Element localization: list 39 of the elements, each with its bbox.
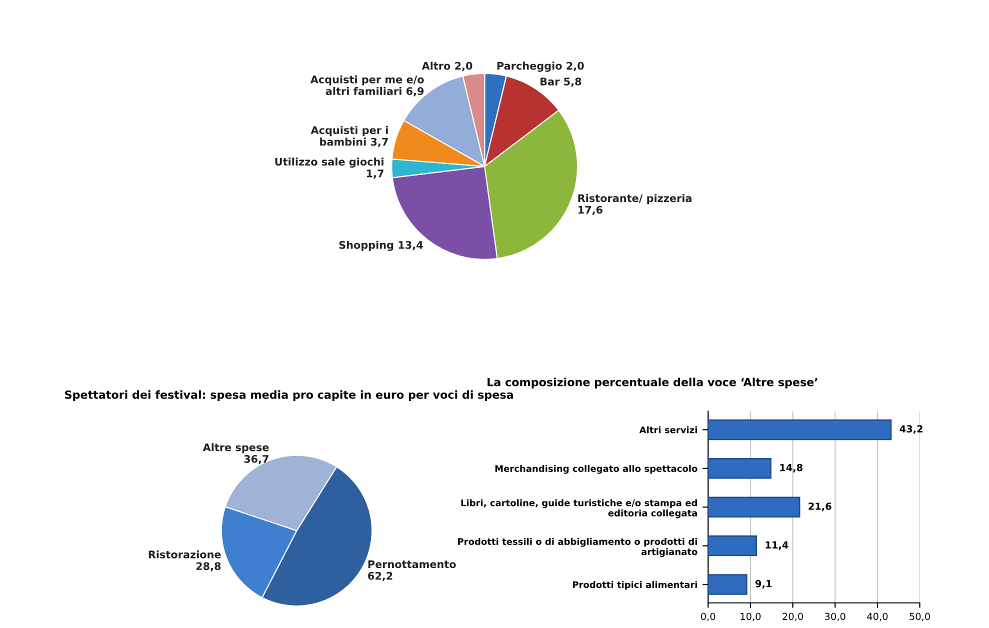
- slice-label: Ristorazione: [148, 550, 221, 558]
- bar: [708, 535, 758, 556]
- y-tick-label: Prodotti tipici alimentari: [572, 581, 697, 590]
- bar: [708, 496, 800, 518]
- slice-label: Ristorante/ pizzeria: [578, 194, 692, 204]
- slice-label: Parcheggio 2,0: [497, 62, 584, 72]
- x-tick-label: 0,0: [701, 612, 716, 622]
- x-tick-label: 20,0: [782, 612, 803, 622]
- data-label: 62,2: [368, 572, 392, 582]
- data-label: 11,4: [766, 541, 788, 550]
- x-tick-label: 10,0: [740, 612, 761, 622]
- x-tick-label: 30,0: [825, 612, 846, 622]
- x-tick-label: 50,0: [910, 612, 930, 622]
- bar: [708, 419, 892, 440]
- slice-label: Utilizzo sale giochi: [275, 158, 384, 168]
- chart-title: Spettatori dei festival: spesa media pro capite in euro per voci di spesa: [65, 390, 513, 402]
- y-tick-label: Libri, cartoline, guide turistiche e/o stampa ed editoria collegata: [461, 499, 697, 518]
- y-tick-label: Altri servizi: [639, 426, 697, 434]
- slice-label: Acquisti per i bambini 3,7: [310, 126, 388, 148]
- data-label: 36,7: [244, 455, 268, 464]
- data-label: 9,1: [755, 580, 772, 589]
- slice-label: Bar 5,8: [540, 78, 582, 87]
- y-tick-label: Merchandising collegato allo spettacolo: [495, 464, 698, 474]
- slice-label: Pernottamento: [368, 560, 456, 568]
- data-label: 21,6: [808, 502, 832, 512]
- data-label: 43,2: [900, 425, 922, 434]
- slice-label: Altre spese: [202, 443, 269, 454]
- data-label: 14,8: [780, 464, 802, 472]
- slice-label: Shopping 13,4: [339, 240, 423, 251]
- chart-title: La composizione percentuale della voce ‘Altre spese’: [488, 378, 818, 388]
- bar: [708, 458, 772, 479]
- data-label: 17,6: [578, 206, 602, 216]
- x-tick-label: 40,0: [867, 612, 888, 622]
- slice-label: Altro 2,0: [422, 62, 472, 72]
- bar: [708, 574, 748, 595]
- data-label: 1,7: [366, 170, 384, 179]
- y-tick-label: Prodotti tessili o di abbigliamento o prodotti di artigianato: [458, 538, 698, 557]
- slice-label: Acquisti per me e/o altri familiari 6,9: [310, 75, 424, 96]
- data-label: 28,8: [196, 562, 221, 572]
